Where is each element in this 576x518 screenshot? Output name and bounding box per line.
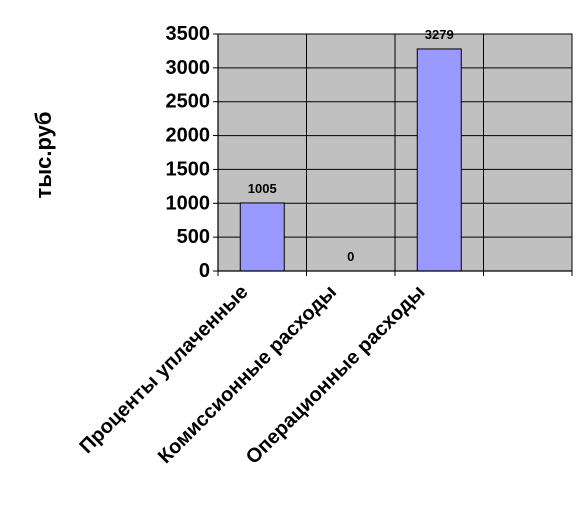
y-tick-label: 0 <box>199 260 210 282</box>
x-category-label: Проценты уплаченные <box>75 281 252 458</box>
x-category-label: Операционные расходы <box>242 281 430 469</box>
y-tick-label: 2500 <box>166 91 211 113</box>
x-category-label: Комиссионные расходы <box>154 281 341 468</box>
bar <box>416 48 462 272</box>
data-label: 1005 <box>248 181 277 196</box>
data-label: 0 <box>347 249 354 264</box>
y-tick-label: 1500 <box>166 158 211 180</box>
data-label: 3279 <box>425 27 454 42</box>
plot-area: 0 500 1000 1500 2000 2500 3000 3500 1005 Проценты… <box>75 23 573 469</box>
bar <box>239 202 285 272</box>
y-tick-label: 3500 <box>166 23 211 45</box>
y-axis-label: тыс.руб <box>31 112 56 199</box>
y-tick-label: 2000 <box>166 125 211 147</box>
y-tick-label: 1000 <box>166 192 211 214</box>
y-tick-label: 3000 <box>166 57 211 79</box>
y-tick-label: 500 <box>177 226 210 248</box>
